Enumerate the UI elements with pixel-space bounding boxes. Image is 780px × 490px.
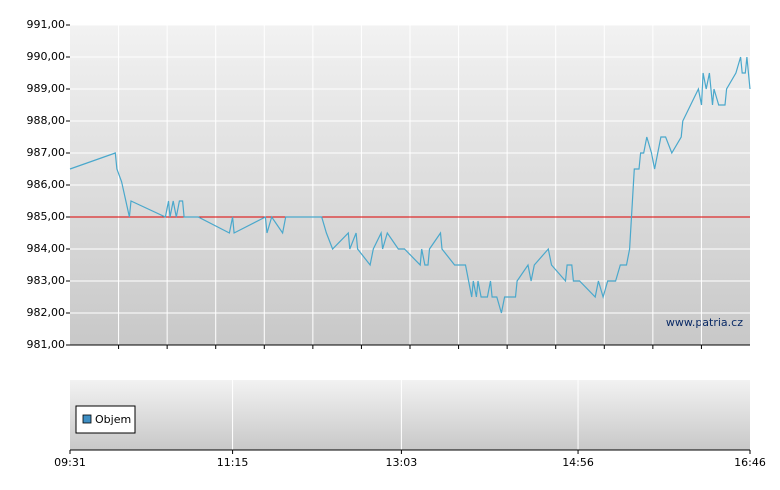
y-tick-label: 991,00	[27, 18, 66, 31]
y-tick-label: 986,00	[27, 178, 66, 191]
y-tick-label: 984,00	[27, 242, 66, 255]
y-tick-label: 990,00	[27, 50, 66, 63]
x-tick-label: 16:46	[734, 456, 766, 469]
x-tick-label: 11:15	[217, 456, 249, 469]
y-tick-label: 985,00	[27, 210, 66, 223]
y-tick-label: 982,00	[27, 306, 66, 319]
y-tick-label: 981,00	[27, 338, 66, 351]
legend-swatch	[82, 414, 92, 424]
y-tick-label: 987,00	[27, 146, 66, 159]
x-tick-label: 09:31	[54, 456, 86, 469]
y-tick-label: 989,00	[27, 82, 66, 95]
price-line	[69, 56, 751, 314]
x-tick-label: 13:03	[386, 456, 418, 469]
y-tick-label: 983,00	[27, 274, 66, 287]
volume-panel	[70, 380, 750, 450]
x-tick-label: 14:56	[562, 456, 594, 469]
y-tick-label: 988,00	[27, 114, 66, 127]
source: www.patria.cz	[666, 316, 743, 329]
legend-label: Objem	[95, 413, 131, 426]
